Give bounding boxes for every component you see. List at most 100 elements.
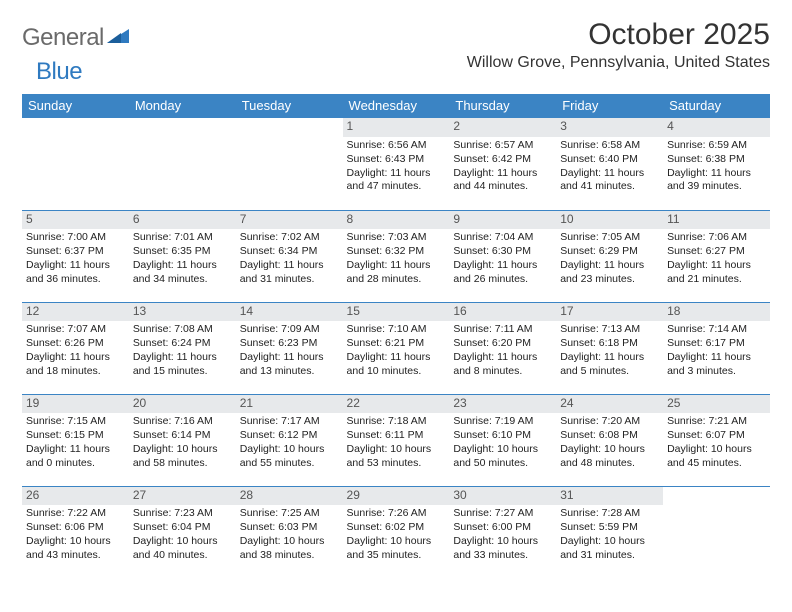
sunrise-line: Sunrise: 6:59 AM: [667, 139, 766, 153]
col-tue: Tuesday: [236, 94, 343, 118]
sunset-line: Sunset: 6:06 PM: [26, 521, 125, 535]
sunrise-line: Sunrise: 7:25 AM: [240, 507, 339, 521]
sunrise-line: Sunrise: 7:23 AM: [133, 507, 232, 521]
daylight-line-1: Daylight: 11 hours: [667, 167, 766, 181]
day-number: 17: [556, 303, 663, 322]
day-number: 16: [449, 303, 556, 322]
daylight-line-1: Daylight: 11 hours: [667, 259, 766, 273]
calendar-cell: 4Sunrise: 6:59 AMSunset: 6:38 PMDaylight…: [663, 118, 770, 210]
sunset-line: Sunset: 6:27 PM: [667, 245, 766, 259]
month-title: October 2025: [467, 18, 770, 52]
calendar-cell: 20Sunrise: 7:16 AMSunset: 6:14 PMDayligh…: [129, 394, 236, 486]
daylight-line-2: and 36 minutes.: [26, 273, 125, 287]
daylight-line-1: Daylight: 11 hours: [26, 259, 125, 273]
calendar-cell: 26Sunrise: 7:22 AMSunset: 6:06 PMDayligh…: [22, 486, 129, 578]
brand-part1: General: [22, 24, 104, 52]
daylight-line-2: and 33 minutes.: [453, 549, 552, 563]
sunset-line: Sunset: 6:35 PM: [133, 245, 232, 259]
sunrise-line: Sunrise: 7:00 AM: [26, 231, 125, 245]
col-mon: Monday: [129, 94, 236, 118]
sunrise-line: Sunrise: 7:08 AM: [133, 323, 232, 337]
day-number: 9: [449, 211, 556, 230]
calendar-row: 12Sunrise: 7:07 AMSunset: 6:26 PMDayligh…: [22, 302, 770, 394]
calendar-cell: 1Sunrise: 6:56 AMSunset: 6:43 PMDaylight…: [343, 118, 450, 210]
daylight-line-2: and 13 minutes.: [240, 365, 339, 379]
day-number: 29: [343, 487, 450, 506]
daylight-line-2: and 53 minutes.: [347, 457, 446, 471]
day-number: 5: [22, 211, 129, 230]
sunrise-line: Sunrise: 7:04 AM: [453, 231, 552, 245]
title-block: October 2025 Willow Grove, Pennsylvania,…: [467, 18, 770, 72]
daylight-line-1: Daylight: 11 hours: [26, 443, 125, 457]
brand-part2: Blue: [36, 58, 82, 86]
calendar-cell: 18Sunrise: 7:14 AMSunset: 6:17 PMDayligh…: [663, 302, 770, 394]
daylight-line-2: and 8 minutes.: [453, 365, 552, 379]
sunset-line: Sunset: 6:03 PM: [240, 521, 339, 535]
daylight-line-1: Daylight: 11 hours: [667, 351, 766, 365]
sunrise-line: Sunrise: 7:01 AM: [133, 231, 232, 245]
sunset-line: Sunset: 6:17 PM: [667, 337, 766, 351]
calendar-cell: 30Sunrise: 7:27 AMSunset: 6:00 PMDayligh…: [449, 486, 556, 578]
daylight-line-1: Daylight: 10 hours: [347, 443, 446, 457]
daylight-line-2: and 34 minutes.: [133, 273, 232, 287]
calendar-row: 5Sunrise: 7:00 AMSunset: 6:37 PMDaylight…: [22, 210, 770, 302]
daylight-line-2: and 5 minutes.: [560, 365, 659, 379]
day-number: 8: [343, 211, 450, 230]
brand-logo: General: [22, 18, 131, 52]
daylight-line-2: and 47 minutes.: [347, 180, 446, 194]
sunrise-line: Sunrise: 7:22 AM: [26, 507, 125, 521]
day-number: 19: [22, 395, 129, 414]
sunset-line: Sunset: 6:08 PM: [560, 429, 659, 443]
daylight-line-1: Daylight: 11 hours: [453, 167, 552, 181]
sunset-line: Sunset: 6:11 PM: [347, 429, 446, 443]
sunrise-line: Sunrise: 7:28 AM: [560, 507, 659, 521]
daylight-line-2: and 18 minutes.: [26, 365, 125, 379]
day-number: 2: [449, 118, 556, 137]
calendar-cell: 16Sunrise: 7:11 AMSunset: 6:20 PMDayligh…: [449, 302, 556, 394]
sunset-line: Sunset: 6:04 PM: [133, 521, 232, 535]
calendar-cell: 6Sunrise: 7:01 AMSunset: 6:35 PMDaylight…: [129, 210, 236, 302]
day-number: 20: [129, 395, 236, 414]
col-thu: Thursday: [449, 94, 556, 118]
daylight-line-2: and 3 minutes.: [667, 365, 766, 379]
day-number: 22: [343, 395, 450, 414]
daylight-line-1: Daylight: 11 hours: [240, 259, 339, 273]
day-number: 24: [556, 395, 663, 414]
sunset-line: Sunset: 6:18 PM: [560, 337, 659, 351]
sunrise-line: Sunrise: 7:26 AM: [347, 507, 446, 521]
sunset-line: Sunset: 6:43 PM: [347, 153, 446, 167]
sunrise-line: Sunrise: 7:21 AM: [667, 415, 766, 429]
daylight-line-1: Daylight: 11 hours: [453, 259, 552, 273]
sunrise-line: Sunrise: 7:13 AM: [560, 323, 659, 337]
sunrise-line: Sunrise: 7:05 AM: [560, 231, 659, 245]
day-number: 27: [129, 487, 236, 506]
daylight-line-2: and 39 minutes.: [667, 180, 766, 194]
sunrise-line: Sunrise: 7:14 AM: [667, 323, 766, 337]
calendar-cell: 12Sunrise: 7:07 AMSunset: 6:26 PMDayligh…: [22, 302, 129, 394]
daylight-line-2: and 31 minutes.: [240, 273, 339, 287]
daylight-line-2: and 45 minutes.: [667, 457, 766, 471]
sunrise-line: Sunrise: 7:15 AM: [26, 415, 125, 429]
sunrise-line: Sunrise: 6:57 AM: [453, 139, 552, 153]
sunset-line: Sunset: 6:30 PM: [453, 245, 552, 259]
calendar-cell: 17Sunrise: 7:13 AMSunset: 6:18 PMDayligh…: [556, 302, 663, 394]
daylight-line-1: Daylight: 10 hours: [560, 443, 659, 457]
daylight-line-2: and 55 minutes.: [240, 457, 339, 471]
sunrise-line: Sunrise: 7:20 AM: [560, 415, 659, 429]
day-number: 30: [449, 487, 556, 506]
sunset-line: Sunset: 6:38 PM: [667, 153, 766, 167]
sunrise-line: Sunrise: 6:58 AM: [560, 139, 659, 153]
daylight-line-1: Daylight: 10 hours: [240, 535, 339, 549]
daylight-line-2: and 38 minutes.: [240, 549, 339, 563]
daylight-line-1: Daylight: 11 hours: [347, 259, 446, 273]
daylight-line-2: and 21 minutes.: [667, 273, 766, 287]
day-number: 7: [236, 211, 343, 230]
daylight-line-2: and 43 minutes.: [26, 549, 125, 563]
daylight-line-1: Daylight: 11 hours: [347, 351, 446, 365]
calendar-cell: [22, 118, 129, 210]
daylight-line-1: Daylight: 11 hours: [347, 167, 446, 181]
sunrise-line: Sunrise: 7:07 AM: [26, 323, 125, 337]
sunrise-line: Sunrise: 7:11 AM: [453, 323, 552, 337]
sunset-line: Sunset: 6:29 PM: [560, 245, 659, 259]
daylight-line-1: Daylight: 10 hours: [560, 535, 659, 549]
